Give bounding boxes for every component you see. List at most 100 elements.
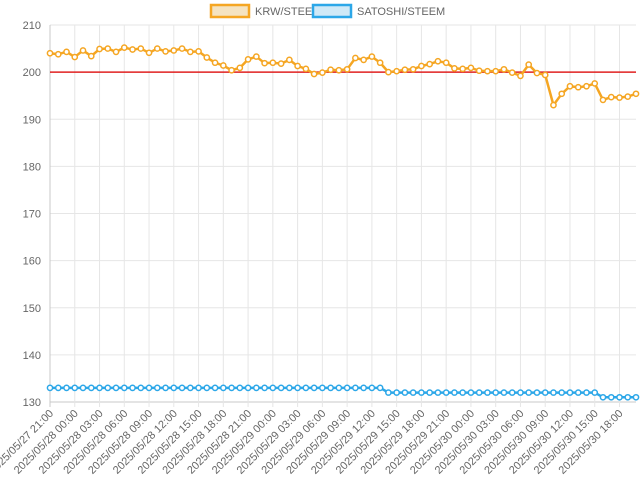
data-point[interactable] [492,389,500,396]
data-point[interactable] [137,384,145,392]
data-point[interactable] [376,384,384,392]
data-point[interactable] [186,48,194,56]
data-point[interactable] [195,48,202,55]
data-point[interactable] [286,384,293,392]
data-point[interactable] [426,60,434,68]
data-point[interactable] [484,389,491,396]
data-point[interactable] [112,384,120,392]
data-point[interactable] [451,389,458,396]
data-point[interactable] [269,384,277,392]
data-point[interactable] [54,384,62,392]
data-point[interactable] [533,69,541,77]
data-point[interactable] [137,45,145,52]
data-point[interactable] [335,66,343,74]
data-point[interactable] [71,53,79,61]
data-point[interactable] [451,65,458,72]
data-point[interactable] [607,93,615,101]
data-point[interactable] [475,389,483,396]
data-point[interactable] [566,82,574,90]
data-point[interactable] [591,80,599,87]
data-point[interactable] [434,389,442,396]
data-point[interactable] [145,49,153,57]
data-point[interactable] [87,52,95,60]
data-point[interactable] [170,384,178,392]
data-point[interactable] [525,389,533,396]
data-point[interactable] [129,384,136,392]
data-point[interactable] [46,384,54,392]
data-point[interactable] [558,389,566,396]
data-point[interactable] [178,384,186,392]
data-point[interactable] [393,389,400,396]
data-point[interactable] [120,44,128,51]
data-point[interactable] [170,47,178,54]
data-point[interactable] [211,384,219,392]
data-point[interactable] [360,384,367,392]
data-point[interactable] [550,101,557,109]
data-point[interactable] [104,384,112,392]
data-point[interactable] [574,83,582,91]
data-point[interactable] [112,48,120,56]
data-point[interactable] [508,389,516,396]
data-point[interactable] [541,389,549,396]
data-point[interactable] [252,53,260,60]
data-point[interactable] [607,393,615,401]
data-point[interactable] [459,389,467,396]
data-point[interactable] [104,45,112,52]
data-point[interactable] [319,384,326,392]
data-point[interactable] [508,69,516,76]
data-point[interactable] [310,70,318,78]
data-point[interactable] [426,389,434,396]
data-point[interactable] [228,66,235,74]
data-point[interactable] [244,56,252,63]
data-point[interactable] [360,56,367,64]
data-point[interactable] [550,389,557,396]
data-point[interactable] [434,57,442,65]
legend[interactable]: KRW/STEEM SATOSHI/STEEM [209,3,445,19]
data-point[interactable] [583,389,590,396]
data-point[interactable] [46,49,54,57]
data-point[interactable] [129,46,136,53]
data-point[interactable] [343,65,351,73]
data-point[interactable] [616,393,623,401]
data-point[interactable] [393,67,400,75]
data-point[interactable] [599,96,607,104]
data-point[interactable] [87,384,95,392]
data-point[interactable] [418,389,425,396]
data-point[interactable] [302,65,310,73]
data-point[interactable] [599,393,607,401]
data-point[interactable] [442,59,450,67]
data-point[interactable] [302,384,310,392]
data-point[interactable] [632,393,640,401]
data-point[interactable] [401,389,409,396]
data-point[interactable] [574,389,582,396]
data-point[interactable] [385,68,392,76]
data-point[interactable] [533,389,541,396]
data-point[interactable] [54,50,62,58]
data-point[interactable] [558,90,566,98]
data-point[interactable] [500,389,508,396]
data-point[interactable] [376,59,384,67]
data-point[interactable] [500,65,508,73]
data-point[interactable] [335,384,343,392]
data-point[interactable] [178,45,186,52]
data-point[interactable] [467,389,475,396]
data-point[interactable] [616,94,623,101]
data-point[interactable] [442,389,450,396]
data-point[interactable] [219,384,227,392]
data-point[interactable] [327,66,334,74]
data-point[interactable] [541,71,549,79]
data-point[interactable] [352,384,359,392]
data-point[interactable] [409,65,417,73]
data-point[interactable] [186,384,194,392]
data-point[interactable] [624,393,632,401]
data-point[interactable] [63,48,70,56]
data-point[interactable] [269,59,277,67]
data-point[interactable] [79,384,87,392]
data-point[interactable] [153,45,161,52]
data-point[interactable] [203,384,211,392]
data-point[interactable] [63,384,70,392]
data-point[interactable] [153,384,161,392]
data-point[interactable] [484,67,491,75]
data-point[interactable] [385,389,392,396]
data-point[interactable] [319,69,326,76]
